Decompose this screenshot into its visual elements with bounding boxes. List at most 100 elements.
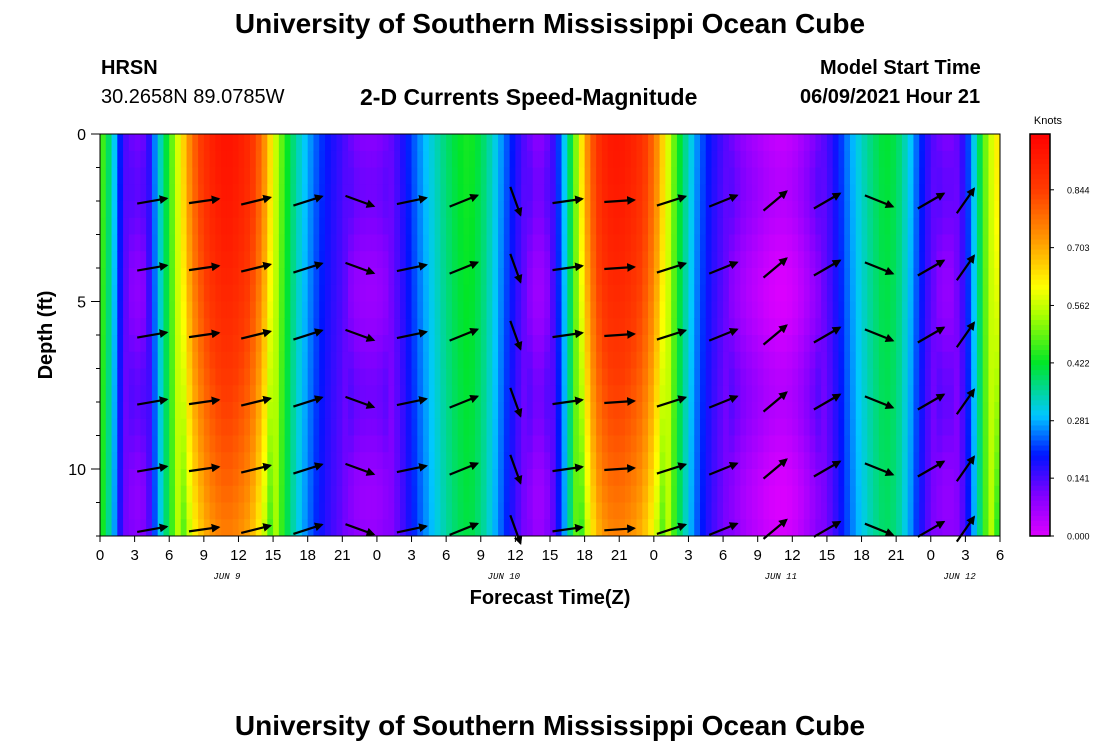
heatmap-cell [844,485,851,503]
heatmap-cell [838,201,845,219]
heatmap-cell [855,368,862,386]
heatmap-cell [117,318,124,336]
heatmap-cell [503,167,511,185]
heatmap-cell [942,485,949,503]
heatmap-cell [284,351,291,369]
heatmap-cell [434,485,441,503]
heatmap-cell [105,435,112,453]
heatmap-cell [740,284,747,302]
heatmap-cell [815,435,822,453]
heatmap-cell [440,418,447,436]
heatmap-cell [336,485,343,503]
heatmap-cell [209,234,216,252]
heatmap-cell [278,318,286,336]
heatmap-cell [503,201,511,219]
heatmap-cell [405,351,412,369]
heatmap-cell [942,368,949,386]
heatmap-cell [325,251,332,269]
heatmap-cell [451,485,459,503]
heatmap-cell [342,351,349,369]
heatmap-cell [711,335,718,353]
heatmap-cell [578,150,586,168]
heatmap-cell [405,201,412,219]
heatmap-cell [653,418,661,436]
heatmap-cell [659,251,666,269]
heatmap-cell [175,201,182,219]
heatmap-cell [261,268,268,286]
heatmap-cell [255,184,262,202]
heatmap-cell [498,167,505,185]
heatmap-cell [653,502,661,520]
heatmap-cell [151,435,159,453]
heatmap-cell [111,268,118,286]
heatmap-cell [919,452,926,470]
heatmap-cell [273,402,280,420]
heatmap-cell [111,351,118,369]
heatmap-cell [376,502,384,520]
heatmap-cell [192,284,199,302]
heatmap-cell [394,167,401,185]
heatmap-cell [463,201,470,219]
heatmap-cell [169,184,176,202]
heatmap-cell [740,234,747,252]
heatmap-cell [428,284,436,302]
heatmap-cell [250,335,257,353]
heatmap-cell [861,251,868,269]
heatmap-cell [705,284,712,302]
heatmap-cell [844,385,851,403]
heatmap-cell [786,150,793,168]
heatmap-cell [786,134,793,152]
heatmap-cell [192,502,199,520]
heatmap-cell [573,368,580,386]
heatmap-cell [723,184,730,202]
heatmap-cell [486,184,493,202]
heatmap-cell [723,435,730,453]
heatmap-cell [625,435,632,453]
heatmap-cell [994,485,1001,503]
heatmap-cell [215,469,222,487]
heatmap-cell [140,469,147,487]
heatmap-cell [711,368,718,386]
heatmap-cell [630,335,637,353]
heatmap-cell [809,268,816,286]
heatmap-cell [636,301,643,319]
heatmap-cell [532,217,539,235]
heatmap-cell [925,351,932,369]
heatmap-cell [659,150,666,168]
heatmap-cell [186,268,193,286]
heatmap-cell [925,452,932,470]
heatmap-cell [175,418,182,436]
heatmap-cell [578,134,586,152]
heatmap-cell [919,234,926,252]
heatmap-cell [186,134,193,152]
heatmap-cell [146,469,153,487]
heatmap-cell [353,418,361,436]
heatmap-cell [117,134,124,152]
heatmap-cell [751,519,759,537]
heatmap-cell [676,385,684,403]
heatmap-cell [226,452,234,470]
heatmap-cell [423,301,430,319]
heatmap-cell [319,502,326,520]
current-vector-arrow [509,253,523,284]
heatmap-cell [273,150,280,168]
heatmap-cell [607,284,614,302]
heatmap-cell [607,385,614,403]
heatmap-cell [134,452,141,470]
heatmap-cell [855,469,862,487]
heatmap-cell [492,150,499,168]
heatmap-cell [140,301,147,319]
heatmap-cell [388,502,395,520]
heatmap-cell [648,134,655,152]
colorbar-segment [1030,234,1050,241]
current-vector-arrow [137,463,169,473]
heatmap-cell [192,351,199,369]
heatmap-cell [717,335,724,353]
heatmap-cell [226,150,234,168]
heatmap-cell [959,452,966,470]
heatmap-cell [486,318,493,336]
heatmap-cell [180,385,187,403]
heatmap-cell [855,234,862,252]
heatmap-cell [861,318,868,336]
heatmap-cell [209,284,216,302]
